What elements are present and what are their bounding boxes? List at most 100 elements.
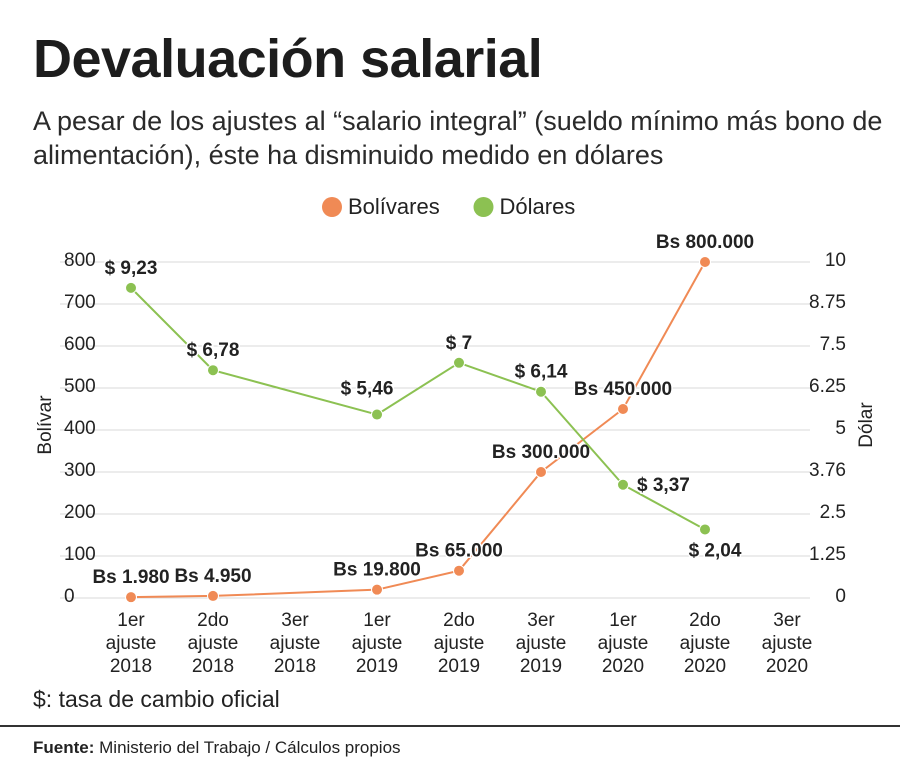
line-chart: 0 100 200 300 400 500 600 700 800 0 1.25 2.5 3.76 5 6.… [35,194,877,677]
x-tick-label-line: 2018 [274,656,316,677]
right-tick-label: 10 [825,250,846,271]
right-tick-label: 7.5 [820,334,846,355]
legend-label: Dólares [500,194,576,219]
chart-subtitle: A pesar de los ajustes al “salario integ… [33,106,883,170]
legend-item: Bolívares [322,194,440,219]
right-tick-label: 5 [835,418,846,439]
source-label: Fuente: [33,738,95,757]
x-tick-label-line: 3er [281,610,309,631]
right-tick-label: 0 [835,586,846,607]
data-point [453,356,465,369]
right-tick-label: 6.25 [809,376,846,397]
legend-marker [322,197,342,217]
x-tick-label-line: 2019 [438,656,480,677]
x-tick-label-line: ajuste [106,633,157,654]
data-label: Bs 800.000 [656,232,754,253]
data-point [371,408,383,421]
x-tick-label-line: 2019 [356,656,398,677]
data-point [535,385,547,398]
data-point [617,478,629,491]
left-tick-label: 200 [64,502,96,523]
x-tick-label-line: 3er [527,610,555,631]
right-tick-label: 1.25 [809,544,846,565]
x-tick-label: 2do ajuste 2019 [434,610,485,677]
x-tick-label-line: 2020 [602,656,644,677]
source-text: Ministerio del Trabajo / Cálculos propio… [99,738,401,757]
x-tick-label: 1er ajuste 2020 [598,610,649,677]
left-tick-label: 300 [64,460,96,481]
x-tick-label-line: ajuste [352,633,403,654]
left-tick-label: 100 [64,544,96,565]
x-tick-label: 2do ajuste 2018 [188,610,239,677]
legend-label: Bolívares [348,194,440,219]
x-tick-label-line: 2do [197,610,229,631]
x-tick-label-line: ajuste [188,633,239,654]
x-tick-label-line: 2019 [520,656,562,677]
x-tick-label-line: 1er [117,610,145,631]
chart-title: Devaluación salarial [33,29,543,89]
x-tick-label-line: 2020 [684,656,726,677]
x-tick-label: 3er ajuste 2019 [516,610,567,677]
data-label: Bs 300.000 [492,442,590,463]
data-point [535,466,547,478]
x-tick-label-line: ajuste [516,633,567,654]
data-point [453,564,465,577]
gridlines [60,261,810,599]
x-tick-label-line: ajuste [434,633,485,654]
data-label: $ 9,23 [105,258,158,279]
x-tick-label-line: ajuste [270,633,321,654]
x-tick-label: 3er ajuste 2018 [270,610,321,677]
right-axis-ticks: 0 1.25 2.5 3.76 5 6.25 7.5 8.75 10 [809,250,846,607]
x-tick-label-line: 2do [689,610,721,631]
data-point [617,403,629,415]
data-point [207,364,219,377]
right-tick-label: 8.75 [809,292,846,313]
data-label: $ 5,46 [341,379,394,400]
left-axis-ticks: 0 100 200 300 400 500 600 700 800 [64,250,96,607]
x-tick-label-line: ajuste [762,633,813,654]
x-tick-label-line: 2018 [110,656,152,677]
legend-marker [473,197,494,217]
left-axis-title: Bolívar [35,395,56,455]
data-label: $ 6,14 [515,362,568,383]
left-tick-label: 400 [64,418,96,439]
data-label: $ 2,04 [689,540,742,561]
data-point [125,281,137,294]
x-tick-label-line: 2do [443,610,475,631]
x-tick-label: 1er ajuste 2019 [352,610,403,677]
x-tick-label-line: 1er [363,610,391,631]
data-point [371,583,383,596]
exchange-rate-note: $: tasa de cambio oficial [33,686,280,712]
x-tick-label: 3er ajuste 2020 [762,610,813,677]
right-tick-label: 2.5 [820,502,846,523]
data-label: Bs 1.980 [92,567,169,588]
left-tick-label: 0 [64,586,75,607]
left-tick-label: 600 [64,334,96,355]
data-label: $ 7 [446,333,472,354]
left-tick-label: 800 [64,250,96,271]
left-tick-label: 500 [64,376,96,397]
data-label: $ 3,37 [637,475,690,496]
data-label: Bs 450.000 [574,379,672,400]
x-tick-label: 2do ajuste 2020 [680,610,731,677]
right-tick-label: 3.76 [809,460,846,481]
right-axis-title: Dólar [856,402,877,448]
legend: Bolívares Dólares [322,194,575,219]
left-tick-label: 700 [64,292,96,313]
data-point [699,523,711,536]
data-point [699,256,711,268]
data-label: Bs 19.800 [333,560,421,581]
series-dolares: $ 9,23 $ 6,78 $ 5,46 $ 7 $ 6,14 $ 3,37 $ 2,04 [103,256,743,563]
data-point [207,589,219,602]
x-tick-label-line: 3er [773,610,801,631]
data-label: Bs 65.000 [415,541,503,562]
x-tick-label-line: ajuste [598,633,649,654]
data-label: Bs 4.950 [174,566,251,587]
source-line: Fuente: Ministerio del Trabajo / Cálculo… [33,738,401,758]
legend-item: Dólares [473,194,576,219]
data-point [125,591,137,604]
x-tick-label-line: 1er [609,610,637,631]
footer-divider [0,725,900,727]
